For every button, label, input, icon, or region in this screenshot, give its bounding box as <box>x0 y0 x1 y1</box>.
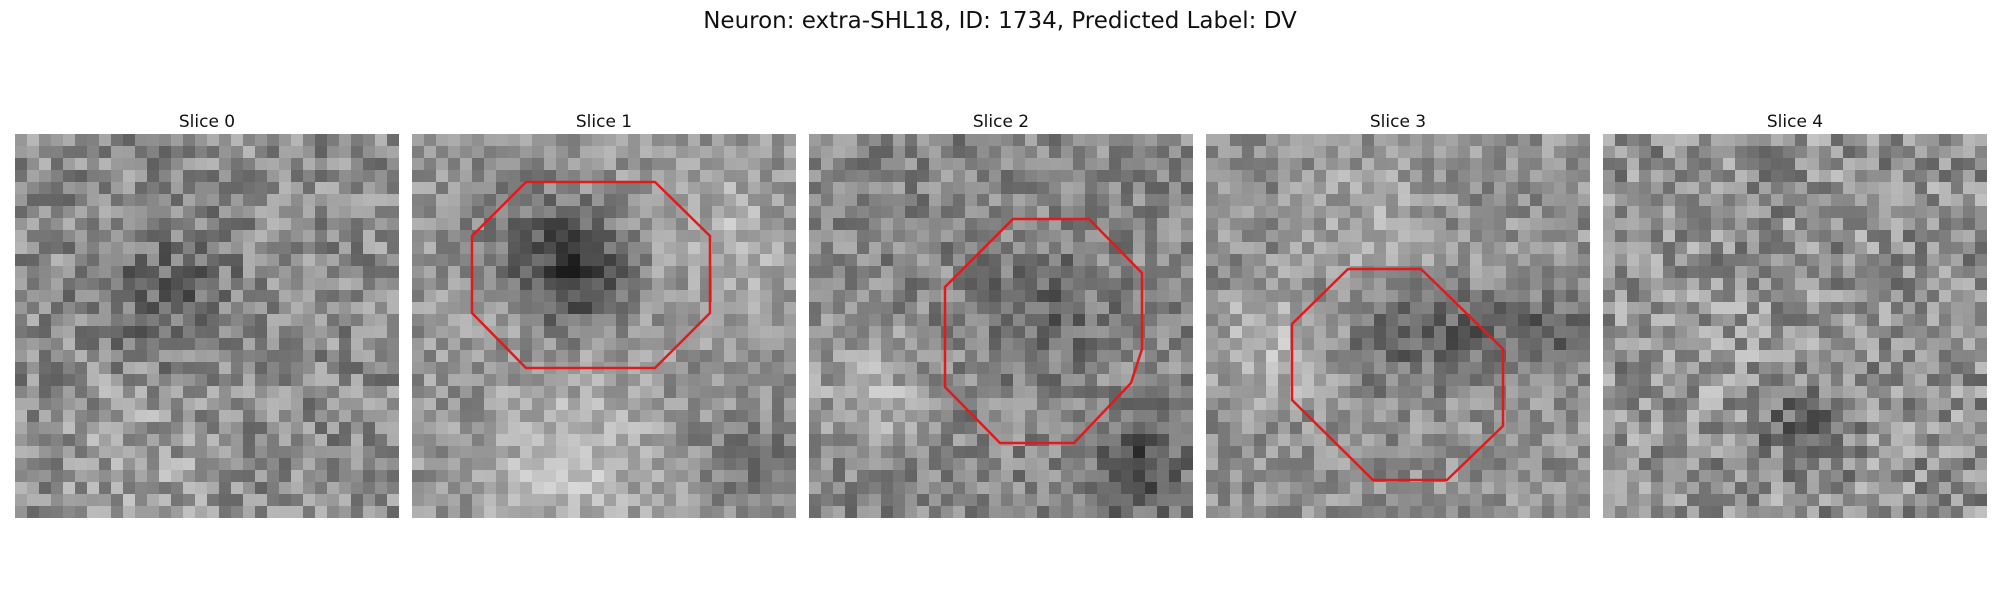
slice-4-heatmap <box>1603 134 1987 518</box>
slice-0-heatmap <box>15 134 399 518</box>
slice-image <box>809 134 1193 518</box>
slice-panel-3: Slice 3 <box>1206 110 1590 518</box>
pixel-grid <box>809 134 1193 518</box>
slice-panel-2: Slice 2 <box>809 110 1193 518</box>
slice-title: Slice 0 <box>178 112 236 132</box>
slice-1-heatmap <box>412 134 796 518</box>
slice-title: Slice 3 <box>1369 112 1427 132</box>
pixel-grid <box>412 134 796 518</box>
pixel-grid <box>1603 134 1987 518</box>
slice-title: Slice 4 <box>1766 112 1824 132</box>
slice-panel-1: Slice 1 <box>412 110 796 518</box>
roi-outline <box>470 180 712 370</box>
figure-title: Neuron: extra-SHL18, ID: 1734, Predicted… <box>703 8 1297 34</box>
pixel-grid <box>1206 134 1590 518</box>
slice-image <box>15 134 399 518</box>
slice-3-heatmap <box>1206 134 1590 518</box>
roi-outline <box>1290 267 1505 482</box>
slice-panel-4: Slice 4 <box>1603 110 1987 518</box>
slice-image <box>1206 134 1590 518</box>
slice-title: Slice 1 <box>575 112 633 132</box>
slice-panel-0: Slice 0 <box>15 110 399 518</box>
slice-image <box>1603 134 1987 518</box>
slice-image <box>412 134 796 518</box>
roi-outline <box>943 217 1144 445</box>
slice-title: Slice 2 <box>972 112 1030 132</box>
pixel-grid <box>15 134 399 518</box>
slice-2-heatmap <box>809 134 1193 518</box>
